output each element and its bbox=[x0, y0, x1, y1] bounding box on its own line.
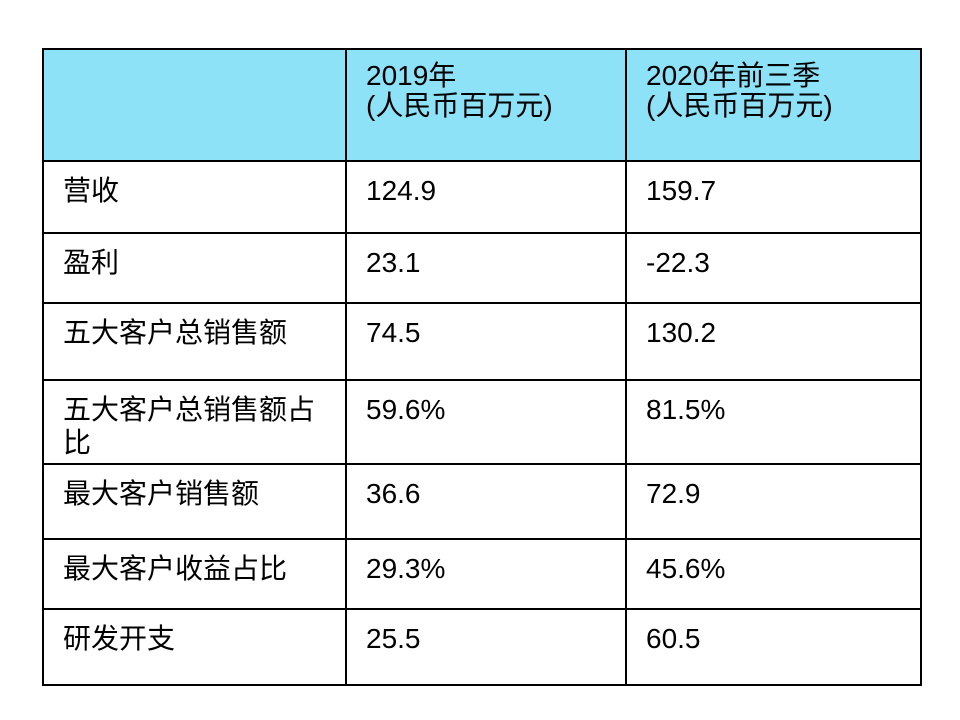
header-cell-2020: 2020年前三季 (人民币百万元) bbox=[625, 48, 922, 162]
header-row: 2019年 (人民币百万元) 2020年前三季 (人民币百万元) bbox=[42, 48, 922, 162]
metric-label: 五大客户总销售额占比 bbox=[42, 379, 347, 465]
financial-comparison-table: 2019年 (人民币百万元) 2020年前三季 (人民币百万元) 营收 124.… bbox=[42, 48, 922, 686]
metric-label: 最大客户收益占比 bbox=[42, 538, 347, 610]
header-2020-unit: (人民币百万元) bbox=[646, 90, 833, 121]
value-2020: 130.2 bbox=[625, 302, 922, 381]
value-2020: 159.7 bbox=[625, 160, 922, 234]
value-2019: 124.9 bbox=[345, 160, 627, 234]
table-row: 五大客户总销售额 74.5 130.2 bbox=[42, 302, 922, 381]
table-row: 最大客户收益占比 29.3% 45.6% bbox=[42, 538, 922, 610]
metric-label: 五大客户总销售额 bbox=[42, 302, 347, 381]
metric-label: 最大客户销售额 bbox=[42, 463, 347, 540]
value-2020: 72.9 bbox=[625, 463, 922, 540]
value-2020: -22.3 bbox=[625, 232, 922, 304]
metric-label: 营收 bbox=[42, 160, 347, 234]
value-2020: 45.6% bbox=[625, 538, 922, 610]
value-2019: 59.6% bbox=[345, 379, 627, 465]
metric-label: 盈利 bbox=[42, 232, 347, 304]
value-2019: 29.3% bbox=[345, 538, 627, 610]
value-2019: 25.5 bbox=[345, 608, 627, 686]
header-cell-empty bbox=[42, 48, 347, 162]
header-2019-year: 2019年 bbox=[366, 60, 457, 91]
header-2020-period: 2020年前三季 bbox=[646, 60, 821, 91]
table-row: 最大客户销售额 36.6 72.9 bbox=[42, 463, 922, 540]
value-2020: 81.5% bbox=[625, 379, 922, 465]
value-2019: 74.5 bbox=[345, 302, 627, 381]
value-2020: 60.5 bbox=[625, 608, 922, 686]
metric-label: 研发开支 bbox=[42, 608, 347, 686]
header-2019-unit: (人民币百万元) bbox=[366, 90, 553, 121]
value-2019: 36.6 bbox=[345, 463, 627, 540]
table-row: 营收 124.9 159.7 bbox=[42, 160, 922, 234]
header-cell-2019: 2019年 (人民币百万元) bbox=[345, 48, 627, 162]
table-row: 五大客户总销售额占比 59.6% 81.5% bbox=[42, 379, 922, 465]
table-row: 研发开支 25.5 60.5 bbox=[42, 608, 922, 686]
table-row: 盈利 23.1 -22.3 bbox=[42, 232, 922, 304]
value-2019: 23.1 bbox=[345, 232, 627, 304]
